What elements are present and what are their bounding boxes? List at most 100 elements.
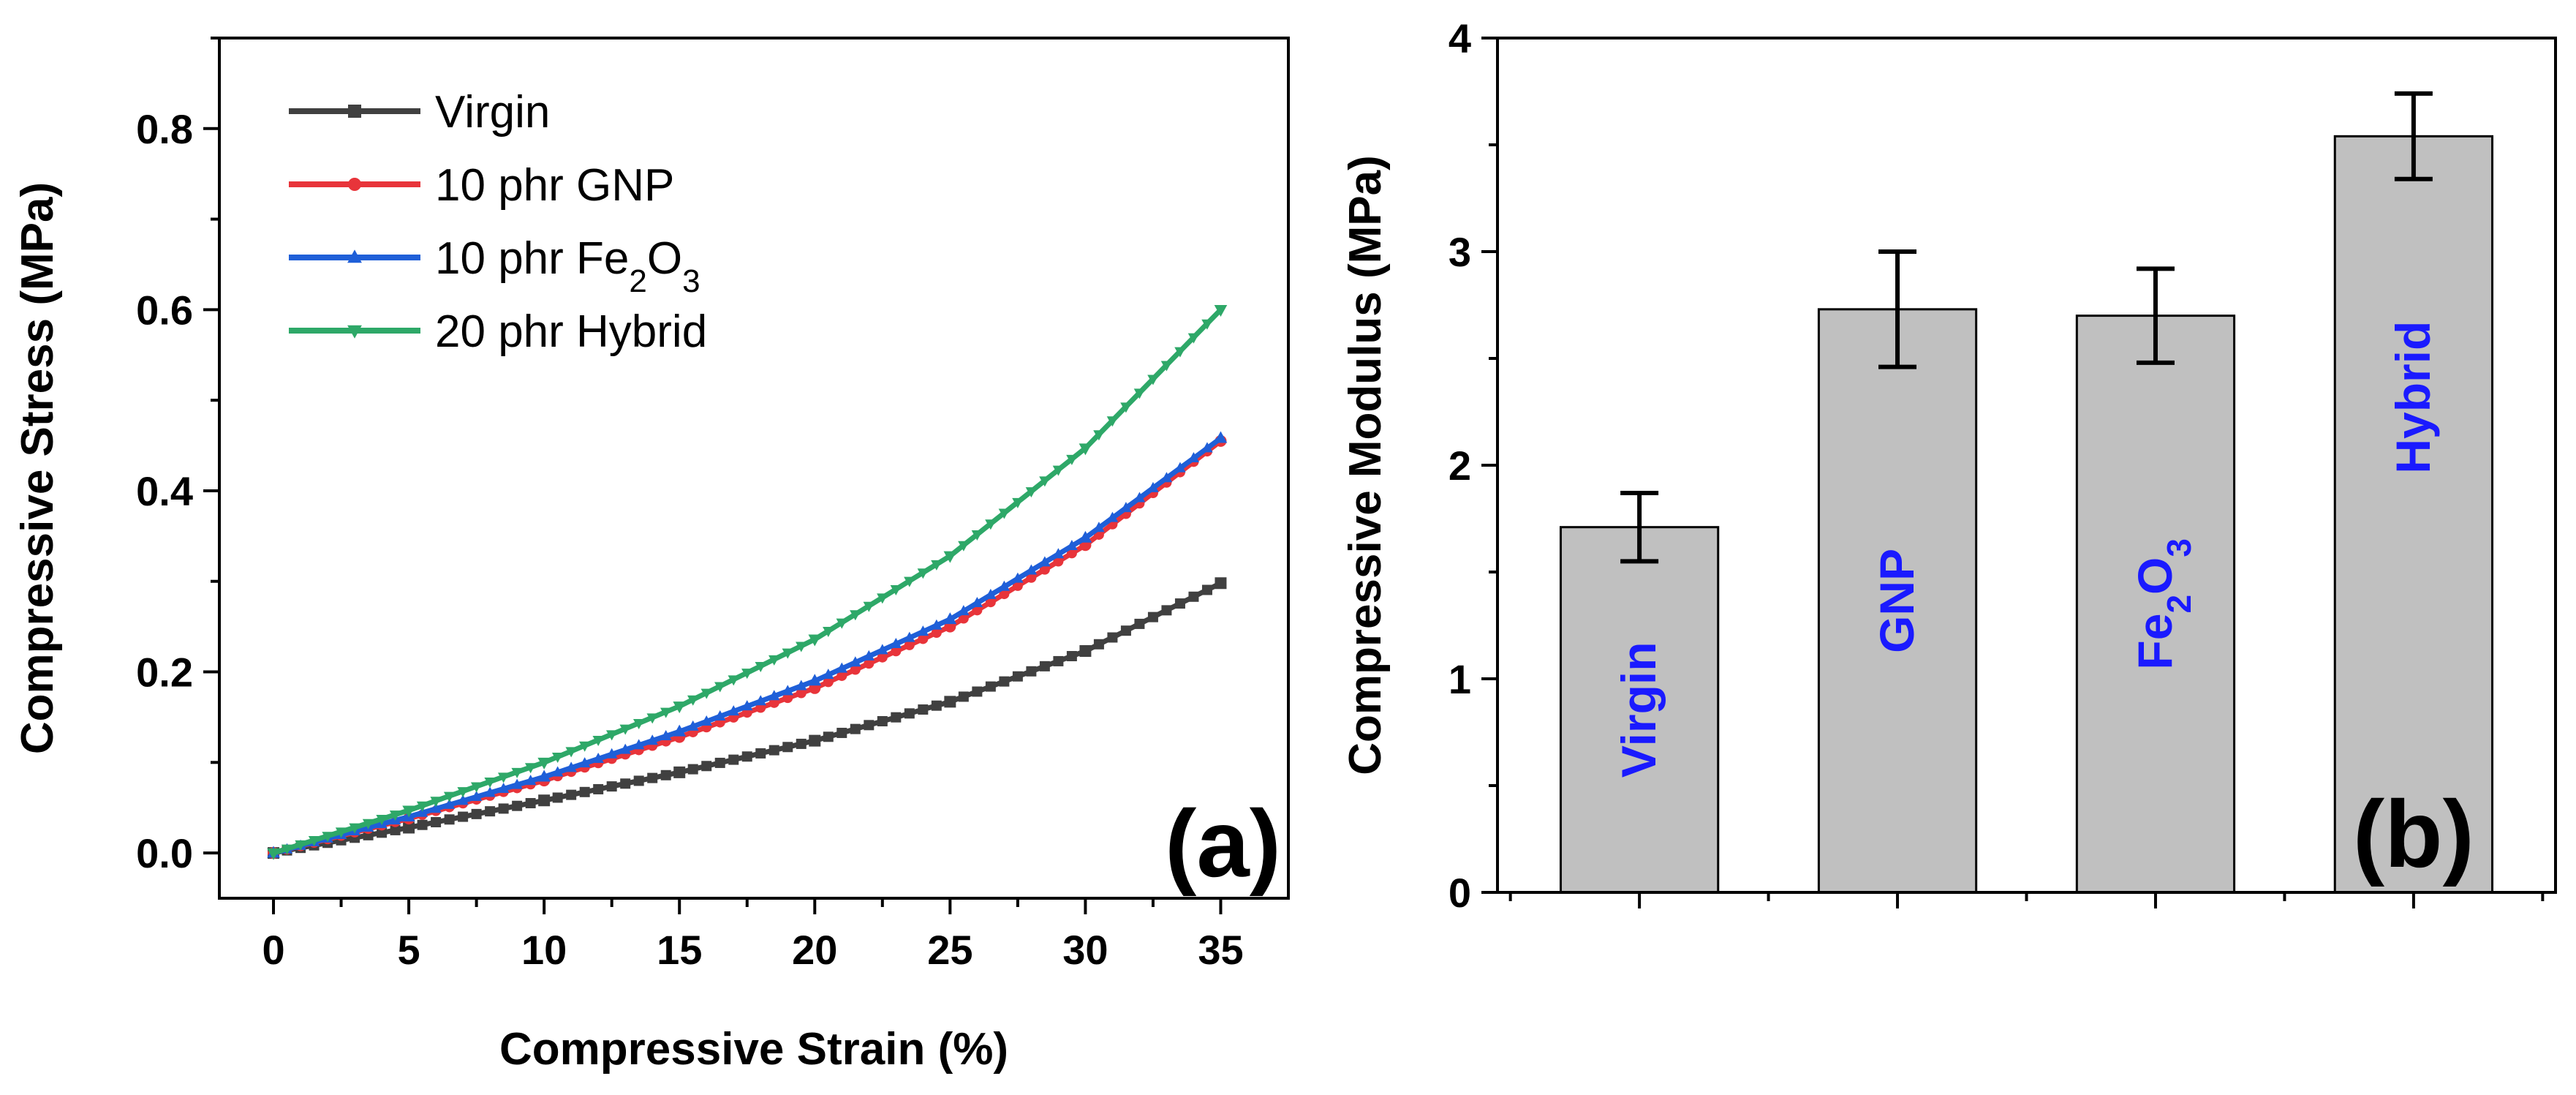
series-marker [836, 662, 847, 673]
series-marker [1174, 462, 1186, 473]
series-marker [998, 580, 1011, 591]
stress-strain-x-axis-title: Compressive Strain (%) [499, 1024, 1008, 1075]
series-marker [551, 766, 564, 777]
series-marker [999, 589, 1010, 600]
series-marker [782, 693, 793, 704]
series-marker [917, 568, 929, 579]
series-marker [1187, 333, 1200, 344]
series-marker [471, 808, 482, 819]
legend-swatch-marker [347, 249, 362, 263]
series-marker [646, 713, 658, 724]
series-marker [823, 677, 834, 688]
series-marker [904, 576, 915, 587]
bar [2075, 315, 2236, 894]
series-marker [1053, 655, 1064, 666]
series-marker [863, 601, 875, 612]
series-marker [1134, 618, 1145, 629]
series-marker [985, 681, 996, 692]
series-marker [687, 764, 698, 775]
stress-strain-plot-frame [218, 37, 1290, 900]
data-point [673, 701, 687, 714]
x-tick-label: 0 [262, 927, 284, 973]
stress-strain-panel: 0 5 10 15 20 25 30 35 0.0 0.2 0.4 0.6 0.8 Compressi… [12, 37, 1290, 1075]
series-marker [1174, 598, 1185, 609]
series-marker [755, 662, 766, 673]
series-marker [1160, 361, 1173, 372]
data-point [1215, 577, 1227, 590]
series-marker [376, 814, 388, 825]
series-marker [1174, 347, 1186, 358]
series-marker [1026, 572, 1037, 583]
stress-strain-x-ticks: 0 5 10 15 20 25 30 35 [262, 898, 1244, 973]
series-marker [578, 757, 591, 768]
series-marker [525, 798, 536, 809]
series-marker [971, 530, 983, 541]
series-marker [470, 782, 483, 793]
series-marker [904, 631, 915, 642]
series-marker [768, 697, 779, 708]
series-marker [1052, 548, 1065, 559]
y-tick-label: 0.6 [136, 287, 193, 333]
series-marker [904, 639, 915, 650]
series-marker [1012, 580, 1023, 591]
data-point [673, 766, 686, 778]
series-marker [1201, 319, 1213, 330]
series-marker [1106, 416, 1119, 427]
series-marker [931, 628, 942, 639]
series-marker [958, 691, 969, 702]
series-marker [1025, 487, 1038, 498]
series-marker [1066, 650, 1077, 661]
stress-strain-series-layer [267, 304, 1228, 860]
series-marker [741, 751, 752, 762]
bar-category-label: Hybrid [2386, 321, 2440, 474]
series-marker [430, 802, 442, 813]
data-point [1079, 443, 1092, 456]
series-marker [416, 801, 428, 812]
panel-b-label: (b) [2353, 780, 2474, 887]
series-marker [1053, 556, 1064, 567]
x-tick-label: 20 [792, 927, 837, 973]
series-marker [430, 797, 442, 808]
bar-group: Hybrid [2333, 91, 2494, 894]
series-marker [484, 777, 496, 788]
y-tick-label: 0 [1448, 870, 1471, 916]
series-marker [904, 708, 915, 719]
series-marker [443, 791, 456, 802]
series-marker [958, 605, 970, 616]
series-marker [1066, 548, 1077, 559]
series-marker [497, 783, 510, 794]
series-marker [390, 824, 401, 835]
bar-category-label: Virgin [1612, 641, 1666, 778]
series-marker [836, 670, 847, 681]
data-point [943, 612, 957, 625]
series-marker [918, 633, 929, 644]
y-tick-label: 4 [1448, 15, 1471, 61]
series-marker [524, 763, 537, 774]
series-marker [619, 724, 631, 735]
series-marker [782, 685, 793, 696]
series-marker [1093, 522, 1105, 533]
series-marker [823, 731, 834, 742]
series-marker [1012, 671, 1023, 682]
series-marker [701, 761, 712, 772]
modulus-panel: Virgin GNP Fe2O3 Hybrid 0 1 2 3 4 Compressive M… [1340, 15, 2557, 916]
data-point [538, 794, 551, 807]
series-marker [714, 757, 725, 768]
series-marker [972, 605, 983, 616]
series-marker [728, 705, 739, 716]
series-marker [836, 618, 847, 629]
y-tick-label: 1 [1448, 656, 1471, 702]
data-point [537, 769, 551, 782]
data-point [673, 724, 687, 737]
series-marker [579, 786, 590, 797]
series-marker [700, 715, 712, 726]
series-line [273, 436, 1223, 856]
bar [1817, 308, 1978, 894]
series-marker [782, 648, 793, 659]
series-marker [1039, 476, 1051, 487]
y-tick-label: 0.4 [136, 468, 193, 514]
series-marker [877, 652, 888, 663]
series-marker [823, 669, 834, 680]
series-marker [647, 772, 658, 783]
series-marker [1066, 454, 1078, 465]
